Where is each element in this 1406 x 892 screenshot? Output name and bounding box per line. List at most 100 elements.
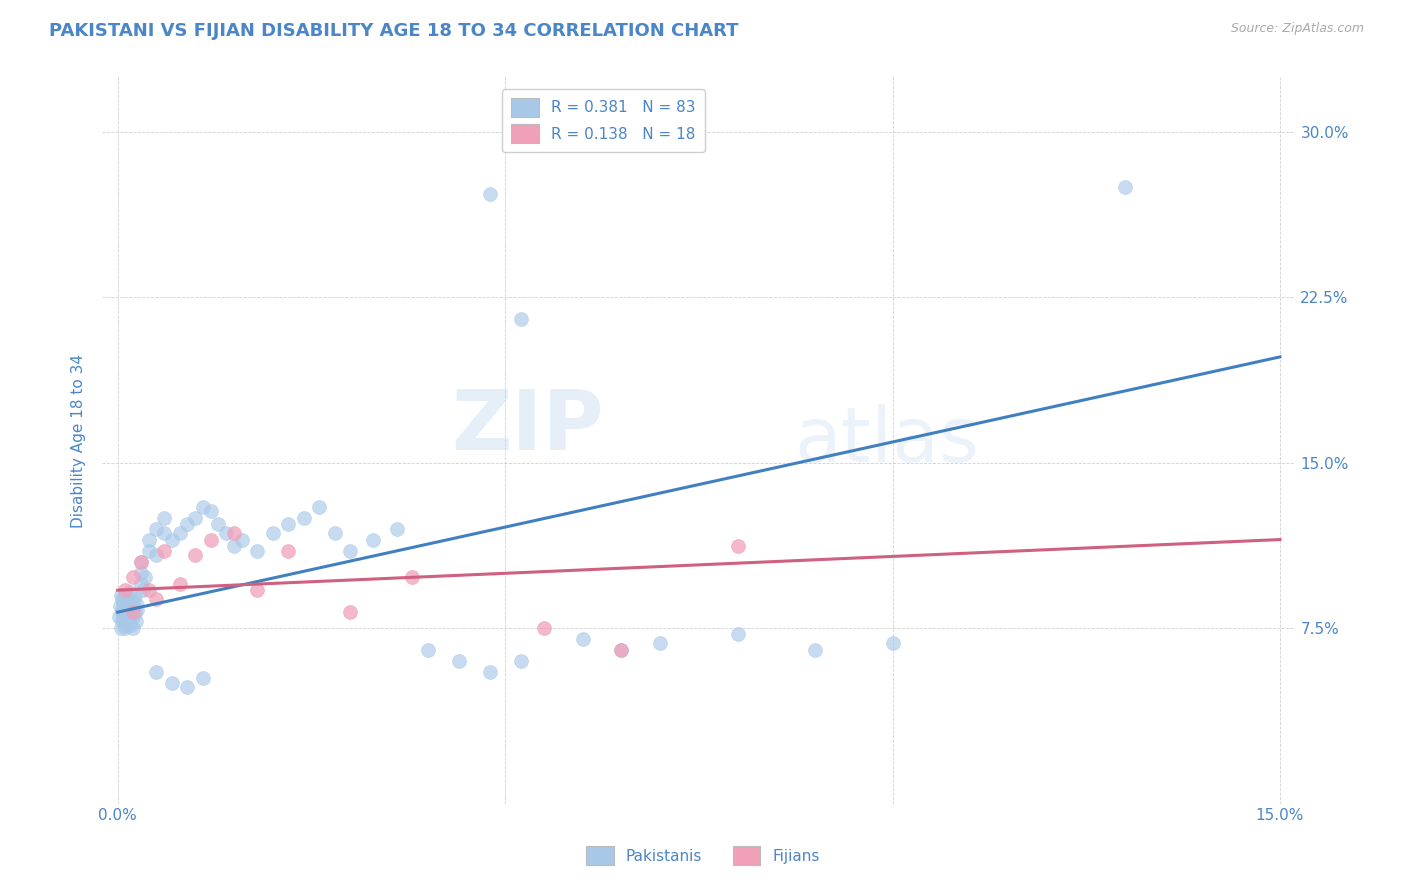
Point (118, 596, 141, 610)
Point (117, 600, 139, 615)
Point (339, 543, 361, 558)
Point (114, 583, 136, 598)
Point (114, 603, 136, 617)
Point (114, 621, 136, 635)
Point (200, 533, 222, 547)
Point (129, 555, 152, 569)
Point (112, 596, 135, 610)
Point (169, 576, 191, 591)
Legend: Pakistanis, Fijians: Pakistanis, Fijians (581, 840, 825, 871)
Point (108, 599, 131, 613)
Point (292, 510, 315, 524)
Point (145, 548, 167, 562)
Point (114, 618, 136, 632)
Point (125, 596, 148, 610)
Point (882, 636, 904, 650)
Y-axis label: Disability Age 18 to 34: Disability Age 18 to 34 (72, 353, 86, 527)
Point (129, 555, 152, 569)
Point (112, 594, 135, 608)
Point (129, 566, 152, 580)
Point (184, 510, 207, 524)
Point (114, 609, 136, 624)
Text: ZIP: ZIP (451, 385, 603, 467)
Point (121, 603, 143, 617)
Point (125, 603, 148, 617)
Point (122, 594, 145, 608)
Point (323, 525, 346, 540)
Point (215, 525, 238, 540)
Point (200, 504, 222, 518)
Point (110, 588, 132, 602)
Point (231, 533, 253, 547)
Point (124, 588, 146, 602)
Point (138, 583, 160, 598)
Point (122, 605, 145, 619)
Point (112, 612, 135, 626)
Point (120, 607, 142, 622)
Point (122, 570, 145, 584)
Point (339, 605, 361, 619)
Point (120, 618, 142, 632)
Point (222, 539, 245, 553)
Point (727, 627, 749, 641)
Point (114, 588, 136, 602)
Point (108, 609, 131, 624)
Point (118, 612, 141, 626)
Point (134, 570, 156, 584)
Point (115, 591, 138, 606)
Point (153, 543, 176, 558)
Point (478, 665, 501, 679)
Point (207, 517, 229, 532)
Point (363, 533, 385, 547)
Text: atlas: atlas (794, 403, 979, 477)
Point (111, 603, 134, 617)
Point (145, 522, 167, 536)
Point (176, 680, 198, 694)
Point (1114, 180, 1136, 194)
Point (262, 525, 284, 540)
Point (110, 591, 132, 606)
Point (131, 583, 153, 598)
Point (401, 570, 423, 584)
Point (571, 632, 593, 646)
Point (246, 583, 269, 598)
Point (169, 525, 191, 540)
Point (610, 642, 633, 657)
Point (222, 525, 245, 540)
Text: Source: ZipAtlas.com: Source: ZipAtlas.com (1230, 22, 1364, 36)
Point (176, 517, 198, 532)
Point (138, 543, 160, 558)
Point (184, 548, 207, 562)
Point (277, 543, 299, 558)
Point (160, 533, 183, 547)
Point (308, 500, 330, 514)
Point (110, 621, 132, 635)
Point (416, 642, 439, 657)
Point (804, 642, 827, 657)
Point (727, 539, 749, 553)
Point (122, 621, 145, 635)
Point (110, 605, 132, 619)
Point (277, 517, 299, 532)
Point (153, 525, 176, 540)
Point (125, 614, 148, 628)
Point (138, 533, 160, 547)
Point (191, 671, 214, 685)
Point (153, 510, 176, 524)
Point (117, 614, 139, 628)
Point (385, 522, 408, 536)
Point (447, 654, 470, 668)
Point (112, 607, 135, 622)
Point (114, 599, 136, 613)
Point (246, 543, 269, 558)
Point (111, 614, 134, 628)
Point (115, 605, 138, 619)
Point (610, 642, 633, 657)
Point (509, 654, 531, 668)
Point (160, 675, 183, 690)
Point (648, 636, 671, 650)
Legend: R = 0.381   N = 83, R = 0.138   N = 18: R = 0.381 N = 83, R = 0.138 N = 18 (502, 88, 704, 152)
Point (120, 585, 142, 599)
Point (122, 609, 145, 624)
Point (533, 621, 555, 635)
